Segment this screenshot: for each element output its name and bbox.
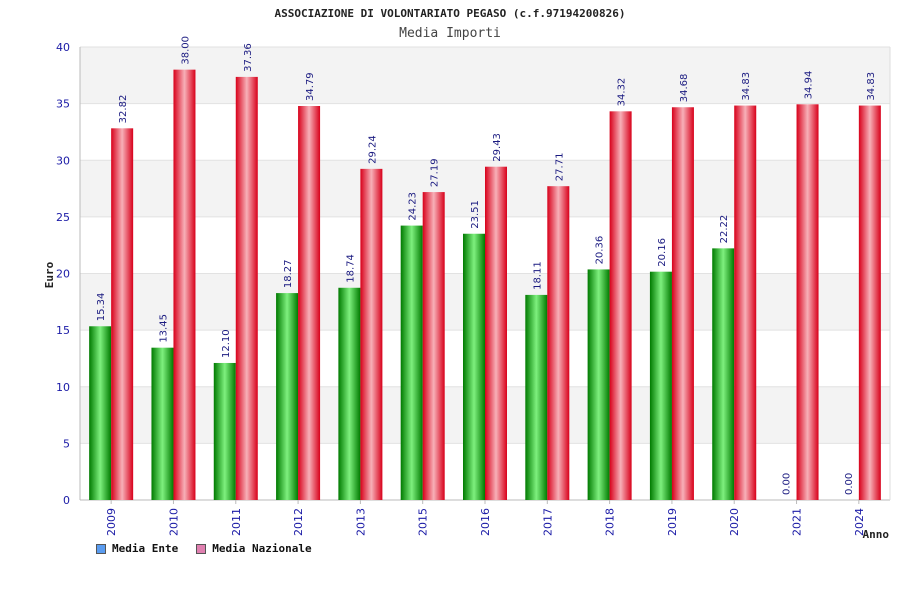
- data-label-media-ente: 18.27: [283, 259, 294, 288]
- data-label-media-ente: 12.10: [221, 329, 232, 358]
- bar-media-nazionale: [609, 111, 632, 501]
- x-tick-label: 2018: [604, 508, 617, 536]
- bar-media-ente: [89, 326, 112, 500]
- data-label-media-nazionale: 34.68: [679, 74, 690, 103]
- data-label-media-ente: 20.16: [657, 238, 668, 267]
- y-axis-ticks: 0 5 10 15 20 25 30 35 40: [56, 41, 70, 507]
- data-label-media-ente: 15.34: [96, 293, 107, 322]
- data-label-media-nazionale: 27.19: [430, 158, 441, 187]
- x-tick-label: 2016: [479, 508, 492, 536]
- bar-media-nazionale: [796, 104, 819, 500]
- data-label-media-nazionale: 32.82: [118, 95, 129, 124]
- x-tick-label: 2024: [853, 508, 866, 536]
- data-label-media-ente: 24.23: [408, 192, 419, 221]
- bar-media-ente: [151, 347, 174, 500]
- data-label-media-nazionale: 27.71: [554, 153, 565, 182]
- bar-media-ente: [400, 225, 423, 500]
- legend-swatch-media-ente: [96, 543, 106, 554]
- x-tick-label: 2019: [666, 508, 679, 536]
- data-label-media-ente: 18.11: [532, 261, 543, 290]
- data-label-media-ente: 13.45: [158, 314, 169, 343]
- bar-media-nazionale: [360, 168, 383, 500]
- data-label-media-nazionale: 34.79: [305, 72, 316, 101]
- x-tick-label: 2020: [728, 508, 741, 536]
- bars: 15.34 32.82 13.45 38.00 12.10 37.36 18.27 34.79…: [89, 36, 881, 501]
- legend-item-media-nazionale: Media Nazionale: [196, 542, 312, 555]
- y-tick-label: 25: [56, 211, 70, 224]
- bar-media-ente: [338, 287, 361, 500]
- bar-media-nazionale: [671, 107, 694, 501]
- data-label-media-nazionale: 34.32: [617, 78, 628, 107]
- x-axis-ticks: 2009 2010 2011 2012 2013 2015 2016 2017 2018 2019…: [105, 500, 866, 536]
- y-tick-label: 5: [63, 437, 70, 450]
- legend-label-media-nazionale: Media Nazionale: [212, 542, 312, 555]
- bar-media-nazionale: [547, 186, 570, 500]
- y-tick-label: 15: [56, 324, 70, 337]
- data-label-media-nazionale: 29.24: [367, 135, 378, 164]
- bar-media-ente: [649, 271, 672, 500]
- bar-media-nazionale: [734, 105, 757, 501]
- bar-media-nazionale: [298, 106, 321, 501]
- y-tick-label: 0: [63, 494, 70, 507]
- data-label-media-nazionale: 29.43: [492, 133, 503, 162]
- x-tick-label: 2017: [541, 508, 554, 536]
- y-axis-title: Euro: [43, 261, 56, 288]
- x-tick-label: 2015: [417, 508, 430, 536]
- bar-media-ente: [712, 248, 735, 500]
- bar-media-ente: [213, 362, 236, 500]
- data-label-media-ente: 20.36: [595, 236, 606, 265]
- data-label-media-ente: 0.00: [782, 473, 793, 495]
- y-tick-label: 35: [56, 98, 70, 111]
- y-tick-label: 10: [56, 381, 70, 394]
- y-tick-label: 40: [56, 41, 70, 54]
- bar-media-ente: [463, 233, 485, 500]
- data-label-media-nazionale: 34.83: [866, 72, 877, 101]
- bar-media-nazionale: [173, 69, 196, 501]
- x-tick-label: 2010: [167, 508, 180, 536]
- data-label-media-ente: 23.51: [470, 200, 481, 229]
- data-label-media-ente: 0.00: [844, 473, 855, 495]
- bar-media-ente: [587, 269, 610, 500]
- bar-media-ente: [525, 294, 548, 500]
- data-label-media-nazionale: 37.36: [243, 43, 254, 72]
- x-tick-label: 2013: [354, 508, 367, 536]
- legend-item-media-ente: Media Ente: [96, 542, 178, 555]
- data-label-media-ente: 18.74: [345, 254, 356, 283]
- bar-media-ente: [276, 293, 299, 500]
- data-label-media-ente: 22.22: [719, 215, 730, 244]
- x-tick-label: 2012: [292, 508, 305, 536]
- data-label-media-nazionale: 34.94: [804, 71, 815, 100]
- bar-media-nazionale: [485, 166, 507, 500]
- x-tick-label: 2021: [791, 508, 804, 536]
- legend-label-media-ente: Media Ente: [112, 542, 179, 555]
- legend: Media Ente Media Nazionale: [96, 542, 312, 555]
- x-tick-label: 2009: [105, 508, 118, 536]
- plot-band: [80, 47, 890, 104]
- y-tick-label: 30: [56, 154, 70, 167]
- data-label-media-nazionale: 34.83: [741, 72, 752, 101]
- bar-media-nazionale: [422, 192, 445, 501]
- x-axis-title: Anno: [863, 528, 890, 541]
- bar-media-nazionale: [111, 128, 134, 500]
- y-tick-label: 20: [56, 268, 70, 281]
- bar-media-nazionale: [858, 105, 881, 501]
- legend-swatch-media-nazionale: [196, 543, 207, 554]
- chart-subtitle: Media Importi: [399, 26, 501, 41]
- plot-band: [80, 103, 890, 161]
- bar-media-nazionale: [235, 76, 258, 500]
- chart-title: ASSOCIAZIONE DI VOLONTARIATO PEGASO (c.f…: [275, 7, 626, 20]
- data-label-media-nazionale: 38.00: [180, 36, 191, 65]
- x-tick-label: 2011: [230, 508, 243, 536]
